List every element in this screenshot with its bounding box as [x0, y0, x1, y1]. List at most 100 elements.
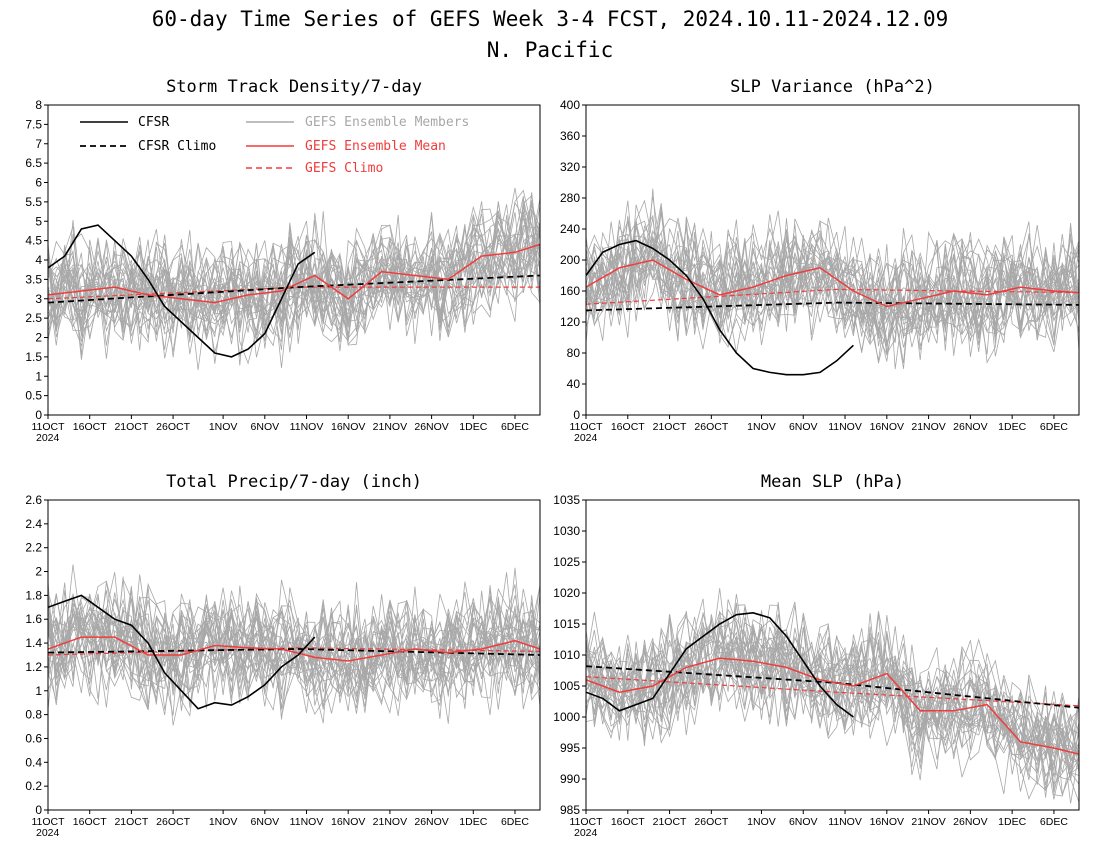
ensemble-member-line	[48, 579, 540, 711]
x-tick-label: 16OCT	[611, 421, 645, 433]
y-tick-label: 985	[560, 803, 580, 817]
x-tick-label: 16OCT	[73, 816, 107, 828]
ensemble-member-line	[586, 222, 1079, 356]
y-tick-label: 3	[35, 292, 42, 306]
x-tick-label: 6DEC	[501, 816, 529, 828]
panel-mean-slp: Mean SLP (hPa) 985 990 995 1000 1005 1010 1015 1…	[553, 472, 1080, 839]
y-tick-label: 2.4	[25, 517, 42, 531]
panel-storm-track-density: Storm Track Density/7-day 0 0.5 1 1.5 2 2.5 3 3.…	[25, 77, 541, 444]
x-tick-label: 6DEC	[501, 421, 529, 433]
x-tick-label: 26OCT	[156, 816, 190, 828]
figure-region: N. Pacific	[487, 38, 613, 62]
x-tick-label: 1DEC	[998, 816, 1026, 828]
cfsr-line	[586, 239, 854, 376]
x-tick-label: 6NOV	[251, 816, 280, 828]
x-tick-label: 1DEC	[459, 421, 487, 433]
x-tick-label: 26NOV	[414, 816, 448, 828]
cfsr-line	[48, 224, 316, 358]
x-tick-label: 11OCT	[31, 421, 65, 433]
x-tick-label: 11NOV	[290, 421, 324, 433]
x-year-label: 2024	[574, 432, 598, 444]
y-tick-label: 1.8	[25, 588, 42, 602]
ensemble-member-line	[48, 198, 540, 346]
ensemble-member-line	[586, 598, 1079, 795]
y-tick-label: 995	[560, 741, 580, 755]
ensemble-mean-line	[586, 657, 1079, 755]
gefs-climo-line	[48, 647, 540, 656]
y-tick-label: 1.6	[25, 612, 42, 626]
ensemble-mean-line	[48, 243, 540, 304]
plot-area	[586, 588, 1079, 804]
x-tick-label: 11NOV	[828, 421, 862, 433]
y-tick-label: 0	[35, 408, 42, 422]
legend-gefs-climo-label: GEFS Climo	[305, 161, 383, 176]
x-tick-label: 26NOV	[953, 421, 987, 433]
y-tick-label: 0.8	[25, 708, 42, 722]
ensemble-member-line	[586, 217, 1079, 361]
y-tick-label: 1015	[553, 617, 580, 631]
ensemble-member-line	[586, 632, 1079, 785]
y-tick-label: 280	[560, 191, 580, 205]
x-tick-label: 16OCT	[611, 816, 645, 828]
x-tick-label: 11OCT	[569, 816, 603, 828]
y-tick-label: 200	[560, 253, 580, 267]
x-tick-label: 6NOV	[251, 421, 280, 433]
x-tick-label: 6NOV	[789, 816, 818, 828]
y-tick-label: 2	[35, 331, 42, 345]
y-tick-label: 120	[560, 315, 580, 329]
x-tick-label: 26OCT	[694, 421, 728, 433]
x-tick-label: 1DEC	[998, 421, 1026, 433]
y-tick-label: 1	[35, 369, 42, 383]
y-tick-label: 1035	[553, 493, 580, 507]
y-tick-label: 2.6	[25, 493, 42, 507]
x-tick-label: 11OCT	[569, 421, 603, 433]
ensemble-member-line	[48, 204, 540, 353]
ensemble-member-line	[586, 604, 1079, 795]
plot-frame	[47, 499, 541, 811]
cfsr-climo-line	[48, 648, 540, 656]
ensemble-member-line	[586, 220, 1079, 364]
y-tick-label: 0	[35, 803, 42, 817]
x-tick-label: 16NOV	[870, 816, 904, 828]
y-tick-label: 0	[573, 408, 580, 422]
y-tick-label: 7.5	[25, 117, 42, 131]
ensemble-member-line	[586, 627, 1079, 777]
panel-title: Storm Track Density/7-day	[166, 77, 422, 97]
ensemble-member-line	[48, 210, 540, 353]
gefs-climo-line	[586, 676, 1079, 707]
x-tick-label: 16NOV	[331, 421, 365, 433]
x-tick-label: 21OCT	[114, 816, 148, 828]
y-tick-label: 0.2	[25, 779, 42, 793]
x-tick-label: 16NOV	[870, 421, 904, 433]
ensemble-member-line	[48, 596, 540, 711]
y-tick-label: 1030	[553, 524, 580, 538]
ensemble-member-line	[586, 626, 1079, 793]
ensemble-member-line	[586, 204, 1079, 337]
x-year-label: 2024	[574, 827, 598, 839]
ensemble-member-line	[48, 201, 540, 358]
ensemble-mean-line	[48, 636, 540, 662]
y-tick-label: 240	[560, 222, 580, 236]
x-tick-label: 1NOV	[209, 816, 238, 828]
y-tick-label: 160	[560, 284, 580, 298]
x-tick-label: 16OCT	[73, 421, 107, 433]
y-tick-label: 0.4	[25, 755, 42, 769]
x-tick-label: 1NOV	[209, 421, 238, 433]
y-tick-label: 1.5	[25, 350, 42, 364]
legend-cfsr-label: CFSR	[138, 115, 169, 130]
cfsr-climo-line	[586, 301, 1079, 312]
y-tick-label: 1020	[553, 586, 580, 600]
x-tick-label: 21OCT	[114, 421, 148, 433]
plot-area	[48, 564, 540, 726]
ensemble-member-line	[48, 196, 540, 360]
y-tick-label: 2.2	[25, 541, 42, 555]
legend: CFSR CFSR Climo GEFS Ensemble Members GE…	[80, 115, 469, 176]
y-tick-label: 1.2	[25, 660, 42, 674]
y-tick-label: 7	[35, 137, 42, 151]
x-tick-label: 1DEC	[459, 816, 487, 828]
x-tick-label: 1NOV	[747, 816, 776, 828]
y-tick-label: 6	[35, 176, 42, 190]
cfsr-line	[48, 594, 316, 710]
x-tick-label: 6DEC	[1040, 421, 1068, 433]
